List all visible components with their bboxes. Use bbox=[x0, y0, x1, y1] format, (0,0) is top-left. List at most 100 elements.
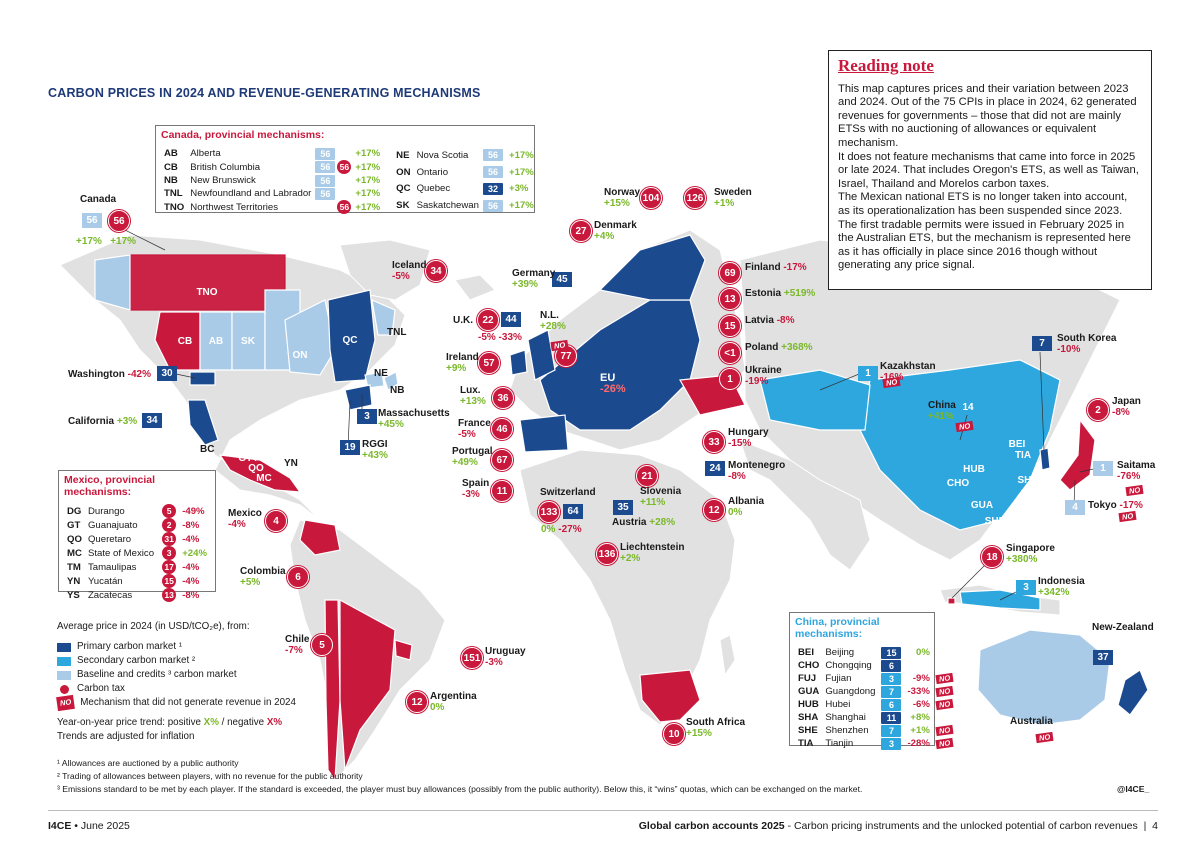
country-name: China bbox=[928, 400, 956, 411]
map-code-tno: TNO bbox=[196, 287, 217, 298]
province-name: Nova Scotia bbox=[416, 149, 469, 161]
country-name: Indonesia bbox=[1038, 576, 1085, 587]
trend: -33% bbox=[907, 686, 930, 697]
trend: -28% bbox=[907, 738, 930, 749]
legend-label-primary: Primary carbon market ¹ bbox=[77, 641, 183, 652]
leader-canada bbox=[124, 229, 166, 251]
region-washington bbox=[189, 371, 216, 386]
map-code-fuj: FUJ bbox=[1021, 489, 1040, 500]
trend: 0% bbox=[430, 702, 445, 713]
china-row-cho: CHO Chongqing 6 bbox=[795, 659, 956, 672]
hungary-label: Hungary -15% bbox=[728, 427, 769, 449]
trend: -8% bbox=[182, 589, 200, 601]
map-code-ne: NE bbox=[374, 368, 388, 379]
map-code-sha: SHA bbox=[1017, 475, 1038, 486]
sweden-price-marker: 126 bbox=[684, 187, 706, 209]
uruguay-label: Uruguay -3% bbox=[485, 646, 526, 668]
country-name: Portugal bbox=[452, 446, 493, 457]
trend: +11% bbox=[640, 497, 666, 508]
trend: +1% bbox=[714, 198, 735, 209]
trend: -9% bbox=[912, 673, 930, 684]
province-code: GUA bbox=[798, 686, 820, 697]
page-number: 4 bbox=[1152, 820, 1158, 832]
map-code-gtys: GTYS bbox=[238, 453, 266, 464]
trend: +17% bbox=[355, 175, 381, 186]
trend: +28% bbox=[540, 321, 566, 332]
china-row-she: SHE Shenzhen 7 +1% NO bbox=[795, 724, 956, 737]
region-canada-north bbox=[94, 254, 131, 311]
massachusetts-label: Massachusetts +45% bbox=[378, 408, 450, 430]
saitama-label: Saitama -76% bbox=[1117, 460, 1155, 482]
country-name: Japan bbox=[1112, 396, 1141, 407]
south-korea-price-marker: 7 bbox=[1032, 336, 1052, 351]
rggi-label: RGGI +43% bbox=[362, 439, 388, 461]
mexico-label: Mexico -4% bbox=[228, 508, 262, 530]
finland-price-marker: 69 bbox=[719, 262, 741, 284]
trend: -3% bbox=[462, 489, 480, 500]
legend-no-revenue: NO Mechanism that did not generate revenu… bbox=[56, 694, 296, 712]
footnote-2: ² Trading of allowances between players,… bbox=[57, 771, 363, 781]
state-name: Guanajuato bbox=[87, 519, 138, 531]
ets-price: 15 bbox=[881, 646, 902, 659]
ireland-label: Ireland +9% bbox=[446, 352, 479, 374]
province-name: Guangdong bbox=[825, 686, 876, 697]
denmark-label: Denmark +4% bbox=[594, 220, 637, 242]
canada-row-on: ON Ontario 56 +17% bbox=[393, 164, 537, 181]
trend: +8% bbox=[910, 712, 930, 723]
region-argentina bbox=[339, 598, 396, 771]
trend: -17% bbox=[1119, 500, 1143, 511]
spain-price-marker: 11 bbox=[491, 480, 513, 502]
estonia-label: Estonia +519% bbox=[745, 288, 815, 299]
china-box-heading: China, provincial mechanisms: bbox=[795, 616, 880, 640]
country-name: Austria bbox=[612, 517, 647, 528]
country-name: Chile bbox=[285, 634, 310, 645]
uk-label: U.K. bbox=[453, 315, 473, 326]
legend-inflation: Trends are adjusted for inflation bbox=[57, 731, 195, 742]
canada-ets-marker: 56 bbox=[82, 213, 102, 228]
province-name: Hubei bbox=[825, 699, 851, 710]
massachusetts-price-marker: 3 bbox=[357, 409, 377, 424]
iceland-shape bbox=[454, 274, 496, 301]
province-name: Newfoundland and Labrador bbox=[190, 188, 312, 199]
province-name: Shanghai bbox=[825, 712, 866, 723]
canada-row-ne: NE Nova Scotia 56 +17% bbox=[393, 147, 537, 164]
trend: +43% bbox=[362, 450, 388, 461]
country-name: Spain bbox=[462, 478, 490, 489]
canada-row-nb: NB New Brunswick 56 +17% bbox=[161, 174, 383, 187]
region-china bbox=[859, 359, 1061, 531]
map-code-qo: QO bbox=[248, 463, 264, 474]
china-row-sha: SHA Shanghai 11 +8% bbox=[795, 711, 956, 724]
france-price-marker: 46 bbox=[491, 418, 513, 440]
province-code: ON bbox=[396, 166, 411, 178]
trend: -8% bbox=[182, 519, 200, 531]
legend-label-no-revenue: Mechanism that did not generate revenue … bbox=[80, 697, 296, 708]
legend-swatch-tax bbox=[57, 684, 71, 694]
legend-trend: Year-on-year price trend: positive X% / … bbox=[57, 717, 283, 728]
province-name: Alberta bbox=[190, 148, 221, 159]
province-name: New Brunswick bbox=[190, 175, 256, 186]
greenland-shape bbox=[339, 239, 431, 301]
country-name: Singapore bbox=[1006, 543, 1055, 554]
region-cb bbox=[154, 311, 201, 371]
no-badge-icon: NO bbox=[935, 672, 954, 685]
trend: +519% bbox=[783, 288, 816, 299]
mexico-provincial-box: Mexico, provincial mechanisms: DG Durang… bbox=[58, 470, 216, 602]
region-nz bbox=[1117, 669, 1149, 716]
south-asia-shape bbox=[739, 439, 871, 571]
trend: -15% bbox=[728, 438, 752, 449]
ets-price: 3 bbox=[881, 672, 902, 685]
region-ne bbox=[383, 371, 399, 391]
trend: +17% bbox=[355, 201, 381, 213]
germany-label: Germany +39% bbox=[512, 268, 555, 290]
country-name: Lux. bbox=[460, 385, 481, 396]
country-name: Ukraine bbox=[745, 365, 782, 376]
mexico-row-mc: MC State of Mexico 3 +24% bbox=[64, 546, 210, 560]
portugal-label: Portugal +49% bbox=[452, 446, 493, 468]
country-name: South Africa bbox=[686, 717, 746, 728]
norway-price-marker: 104 bbox=[640, 187, 662, 209]
province-name: Beijing bbox=[825, 647, 855, 658]
region-australia bbox=[977, 629, 1111, 726]
liechtenstein-label: Liechtenstein +2% bbox=[620, 542, 684, 564]
legend-swatch-baseline bbox=[57, 670, 71, 680]
